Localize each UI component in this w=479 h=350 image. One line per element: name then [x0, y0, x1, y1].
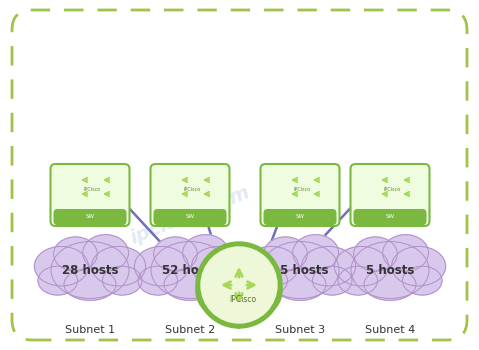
Text: IPCisco: IPCisco — [83, 187, 101, 192]
Ellipse shape — [34, 246, 89, 286]
Ellipse shape — [248, 266, 287, 295]
FancyBboxPatch shape — [50, 164, 129, 226]
Ellipse shape — [312, 266, 352, 295]
Text: SW: SW — [386, 215, 395, 219]
Ellipse shape — [54, 237, 97, 271]
Text: 5 hosts: 5 hosts — [366, 264, 414, 276]
FancyBboxPatch shape — [150, 164, 229, 226]
Text: SW: SW — [185, 215, 194, 219]
Text: 15 hosts: 15 hosts — [272, 264, 328, 276]
FancyBboxPatch shape — [351, 164, 430, 226]
FancyBboxPatch shape — [54, 209, 126, 225]
Ellipse shape — [338, 266, 377, 295]
Text: 52 hosts: 52 hosts — [162, 264, 218, 276]
Ellipse shape — [38, 266, 78, 295]
Ellipse shape — [83, 234, 128, 271]
Ellipse shape — [182, 234, 228, 271]
Ellipse shape — [263, 237, 308, 271]
Ellipse shape — [274, 268, 326, 300]
FancyBboxPatch shape — [261, 164, 340, 226]
Ellipse shape — [351, 241, 429, 299]
Text: IPCisco: IPCisco — [383, 187, 400, 192]
Ellipse shape — [154, 237, 197, 271]
Ellipse shape — [192, 246, 246, 286]
Text: Subnet 1: Subnet 1 — [65, 325, 115, 335]
Ellipse shape — [402, 266, 442, 295]
Text: SW: SW — [85, 215, 94, 219]
Ellipse shape — [334, 246, 388, 286]
Ellipse shape — [196, 242, 282, 328]
Ellipse shape — [51, 241, 129, 299]
Text: Subnet 3: Subnet 3 — [275, 325, 325, 335]
FancyBboxPatch shape — [263, 209, 337, 225]
Ellipse shape — [293, 234, 339, 271]
Ellipse shape — [364, 268, 416, 300]
Ellipse shape — [201, 247, 277, 323]
Ellipse shape — [64, 268, 116, 300]
Text: IPCisco: IPCisco — [183, 187, 201, 192]
Text: Subnet 4: Subnet 4 — [365, 325, 415, 335]
Text: IPCisco: IPCisco — [229, 295, 257, 304]
Ellipse shape — [135, 246, 188, 286]
Ellipse shape — [91, 246, 146, 286]
Ellipse shape — [261, 241, 339, 299]
FancyBboxPatch shape — [153, 209, 227, 225]
Ellipse shape — [164, 268, 216, 300]
Ellipse shape — [203, 266, 242, 295]
FancyBboxPatch shape — [354, 209, 426, 225]
Ellipse shape — [302, 246, 355, 286]
Ellipse shape — [354, 237, 397, 271]
Text: 28 hosts: 28 hosts — [62, 264, 118, 276]
Ellipse shape — [103, 266, 142, 295]
Text: SW: SW — [296, 215, 305, 219]
Text: ipcisco.com: ipcisco.com — [127, 182, 253, 248]
Ellipse shape — [383, 234, 429, 271]
Ellipse shape — [391, 246, 445, 286]
Ellipse shape — [151, 241, 229, 299]
Text: Subnet 2: Subnet 2 — [165, 325, 215, 335]
Ellipse shape — [196, 259, 282, 323]
Text: IPCisco: IPCisco — [293, 187, 310, 192]
Ellipse shape — [138, 266, 178, 295]
Ellipse shape — [244, 246, 298, 286]
